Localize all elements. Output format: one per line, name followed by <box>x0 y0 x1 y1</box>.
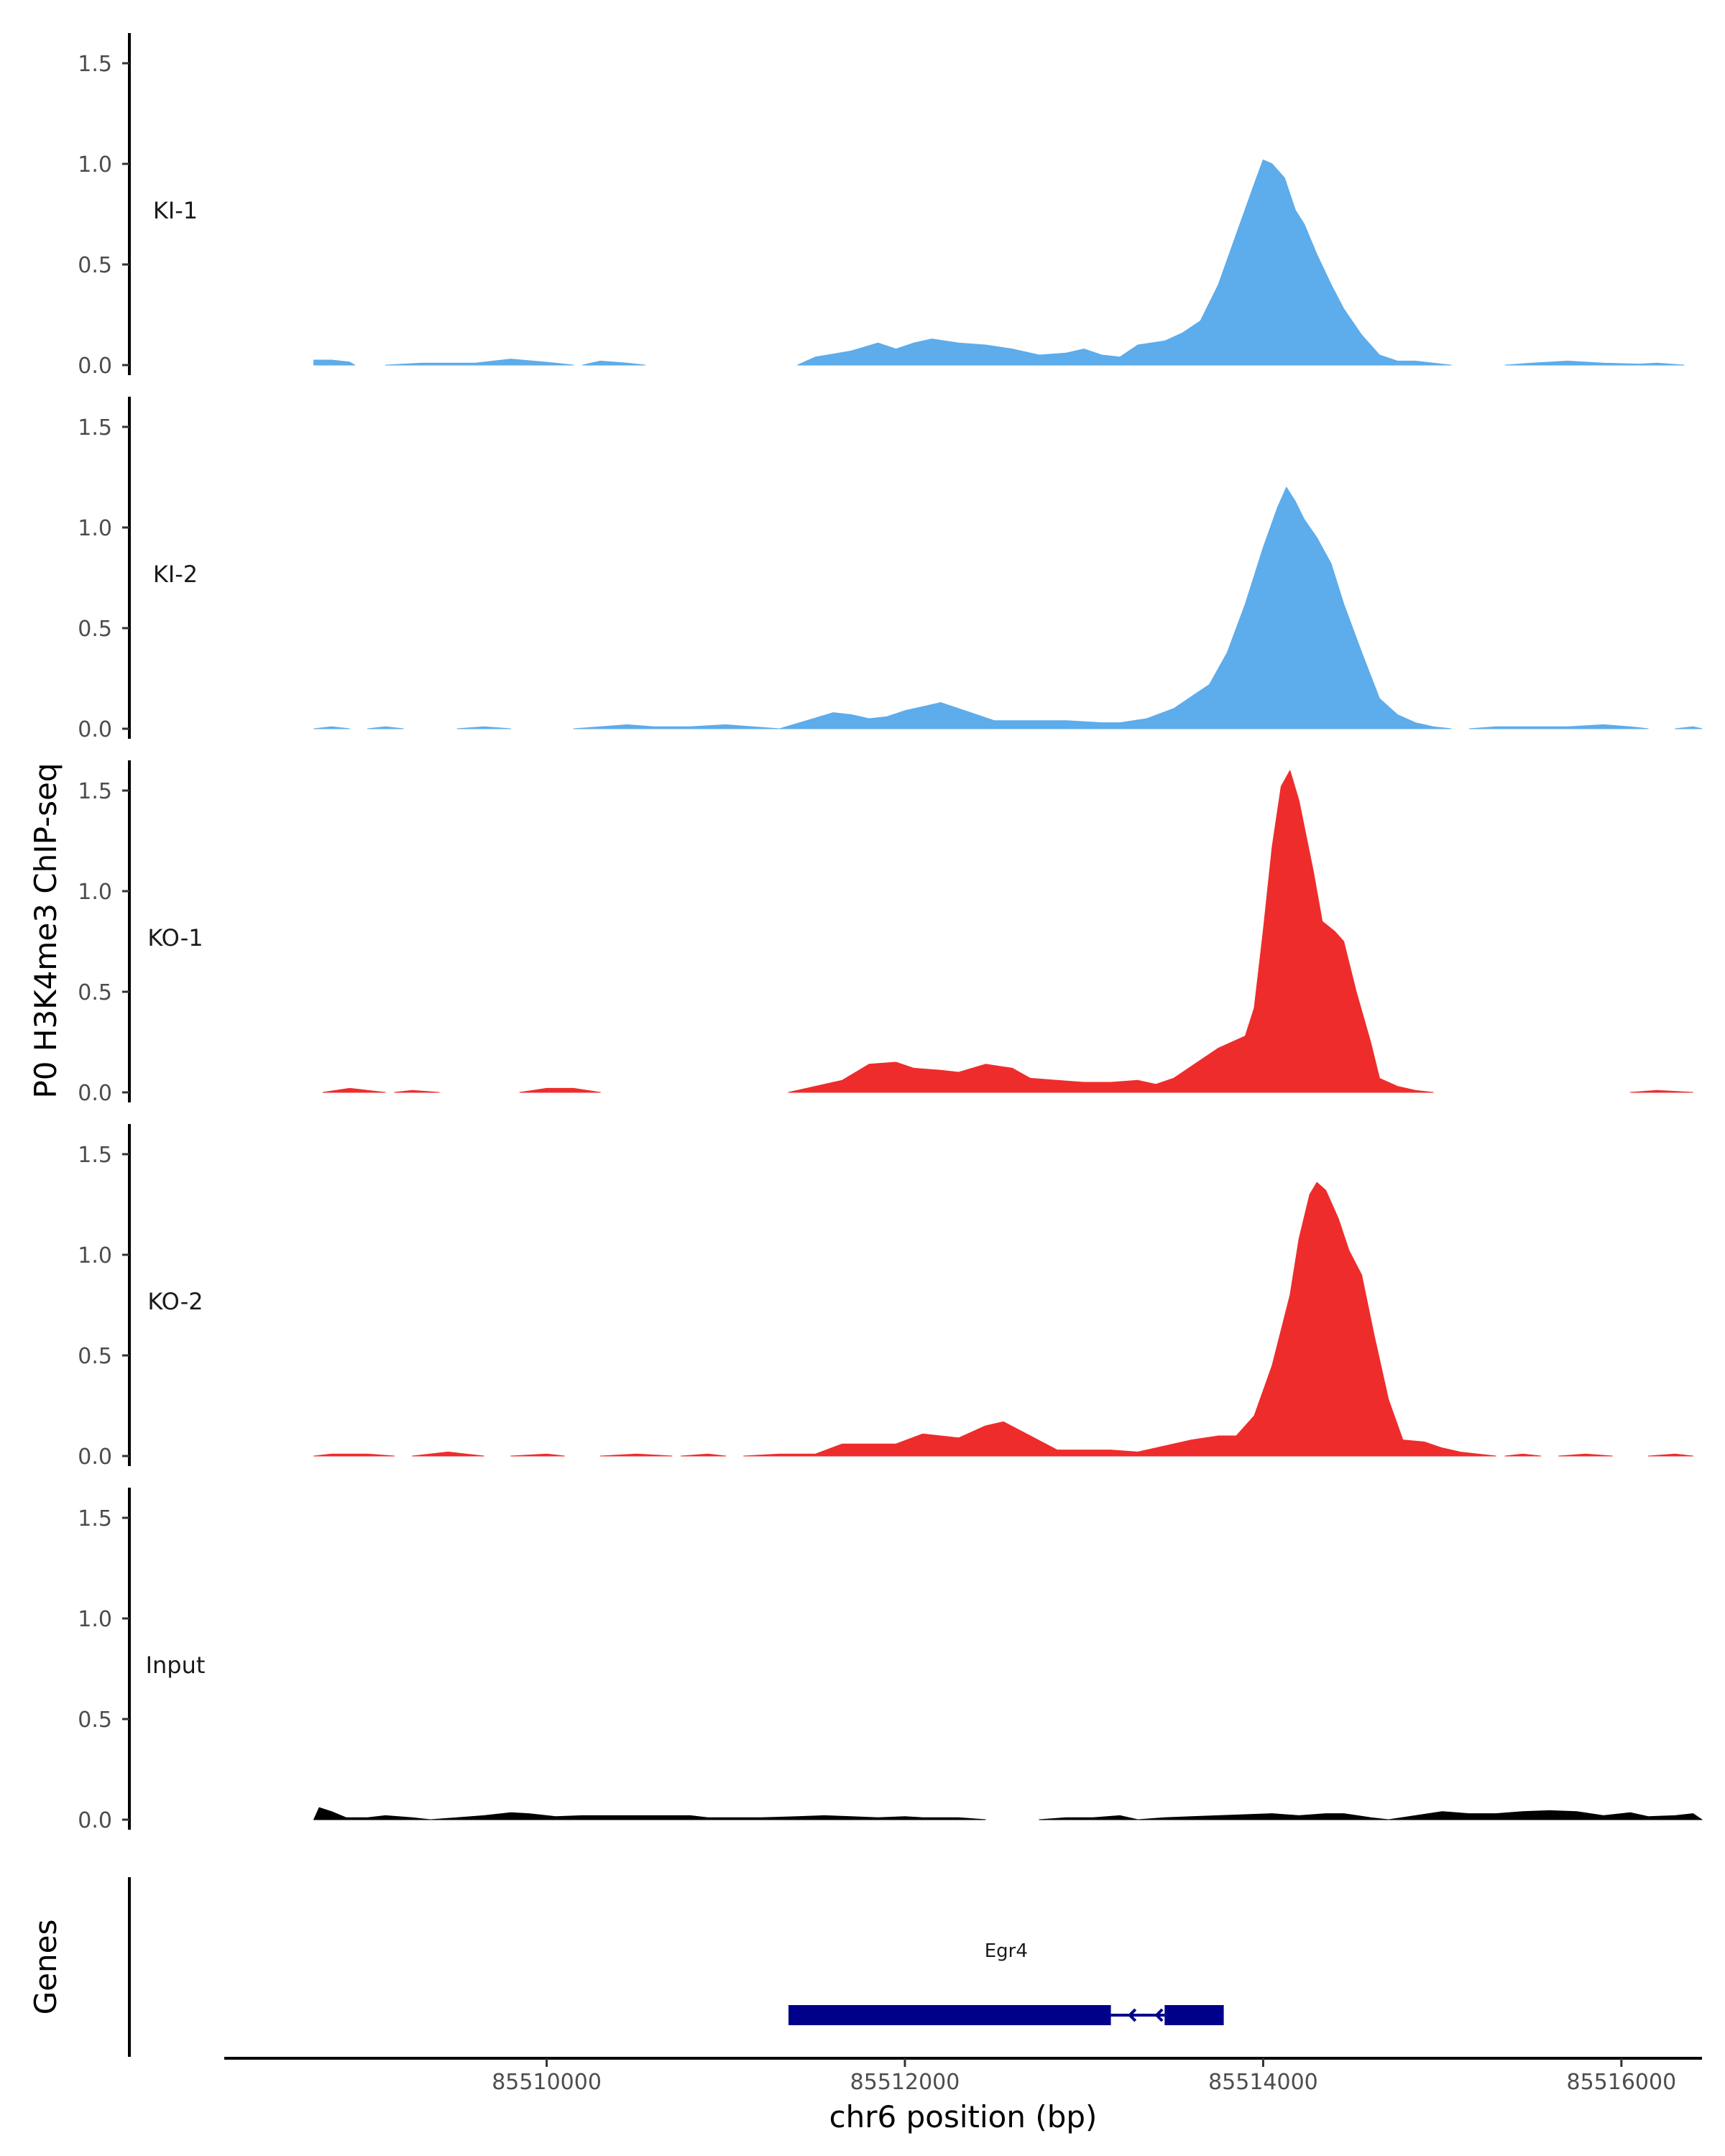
y-tick-label: 0.5 <box>78 980 112 1005</box>
track-ki-1: 0.0 0.5 1.0 1.5 KI-1 <box>78 33 1685 379</box>
signal-area <box>313 726 350 729</box>
y-axis-title: P0 H3K4me3 ChIP-seq <box>28 763 63 1098</box>
x-axis: chr6 position (bp) 85510000 85512000 85514… <box>224 2057 1702 2134</box>
signal-area <box>797 159 1452 366</box>
y-tick-label: 1.5 <box>78 779 112 804</box>
signal-area <box>385 359 574 366</box>
x-tick-label: 85514000 <box>1208 2070 1318 2095</box>
signal-area <box>1647 1453 1693 1457</box>
x-tick-label: 85512000 <box>850 2070 960 2095</box>
y-tick-label: 0.0 <box>78 717 112 742</box>
signal-area <box>1468 724 1649 729</box>
track-label: Input <box>146 1651 206 1679</box>
x-axis-title: chr6 position (bp) <box>829 2099 1098 2134</box>
signal-area <box>743 1181 1496 1457</box>
gene-exon <box>1164 2005 1224 2025</box>
y-tick-label: 1.5 <box>78 1143 112 1168</box>
y-tick-label: 1.5 <box>78 1506 112 1531</box>
signal-area <box>1504 1453 1542 1457</box>
y-tick-label: 1.0 <box>78 152 112 178</box>
signal-area <box>581 360 646 366</box>
signal-area <box>573 487 1452 729</box>
track-ki-2: 0.0 0.5 1.0 1.5 KI-2 <box>78 397 1703 742</box>
signal-area <box>456 726 512 729</box>
y-tick-label: 1.0 <box>78 1243 112 1268</box>
signal-area <box>1504 360 1685 366</box>
y-tick-label: 0.5 <box>78 1708 112 1733</box>
y-tick-label: 1.5 <box>78 52 112 77</box>
track-input: 0.0 0.5 1.0 1.5 Input <box>78 1488 1703 1833</box>
signal-area <box>1629 1089 1693 1093</box>
signal-area <box>1039 1810 1703 1820</box>
track-ko-2: 0.0 0.5 1.0 1.5 KO-2 <box>78 1124 1693 1470</box>
track-label: KO-1 <box>147 924 203 952</box>
y-tick-label: 0.0 <box>78 1081 112 1106</box>
y-tick-label: 0.5 <box>78 1344 112 1369</box>
y-tick-label: 1.0 <box>78 1607 112 1632</box>
track-label: KI-2 <box>153 561 198 588</box>
tracks-layer: 0.0 0.5 1.0 1.5 KI-1 0.0 0.5 1.0 1.5 KI-2 0.0 0.5 1.… <box>78 33 1703 1833</box>
gene-exon <box>788 2005 1111 2025</box>
gene-egr4: Egr4 <box>788 1940 1224 2025</box>
signal-area <box>519 1087 601 1093</box>
signal-area <box>1558 1453 1613 1457</box>
genes-axis-title: Genes <box>28 1920 63 2015</box>
strand-arrow <box>1154 2008 1164 2022</box>
signal-area <box>681 1453 727 1457</box>
y-tick-label: 1.5 <box>78 415 112 441</box>
y-tick-label: 0.5 <box>78 617 112 642</box>
signal-area <box>322 1087 386 1093</box>
signal-area <box>313 359 356 366</box>
signal-area <box>510 1453 565 1457</box>
signal-area <box>1675 726 1703 729</box>
y-tick-label: 0.0 <box>78 1808 112 1833</box>
y-tick-label: 1.0 <box>78 880 112 905</box>
x-tick-label: 85516000 <box>1567 2070 1677 2095</box>
y-tick-label: 0.5 <box>78 253 112 278</box>
signal-area <box>367 726 404 729</box>
track-ko-1: 0.0 0.5 1.0 1.5 KO-1 <box>78 760 1693 1106</box>
gene-label: Egr4 <box>985 1940 1028 1962</box>
y-tick-label: 1.0 <box>78 516 112 541</box>
genes-panel: Genes Egr4 <box>28 1877 1224 2057</box>
signal-area <box>313 1453 395 1457</box>
track-label: KO-2 <box>147 1288 203 1315</box>
y-tick-label: 0.0 <box>78 354 112 379</box>
x-tick-label: 85510000 <box>492 2070 602 2095</box>
signal-area <box>412 1451 484 1457</box>
signal-area <box>788 770 1434 1093</box>
strand-arrow <box>1127 2008 1137 2022</box>
y-tick-label: 0.0 <box>78 1445 112 1470</box>
signal-area <box>599 1453 673 1457</box>
signal-area <box>313 1807 986 1820</box>
track-label: KI-1 <box>153 197 198 224</box>
signal-area <box>394 1089 440 1093</box>
